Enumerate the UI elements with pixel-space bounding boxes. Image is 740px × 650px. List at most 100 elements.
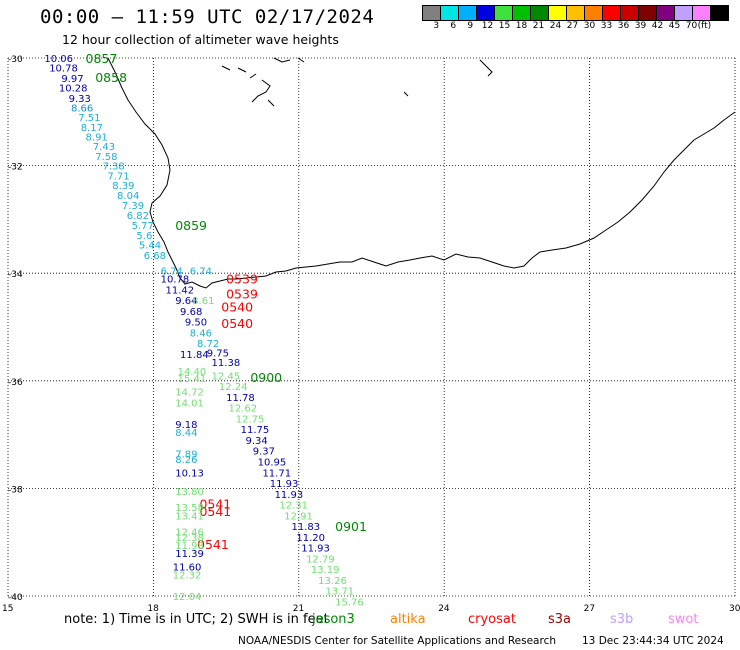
wave-height-value: 9.64	[175, 296, 197, 307]
legend-label: 42	[651, 21, 664, 31]
wave-height-value: 10.95	[258, 458, 287, 469]
wave-height-value: 13.26	[318, 576, 347, 587]
wave-height-value: 9.33	[69, 94, 91, 105]
wave-height-value: 12.38	[175, 533, 204, 544]
wave-height-value: 11.38	[212, 358, 241, 369]
legend-label: 9	[467, 21, 474, 31]
wave-height-value: 11.39	[175, 549, 204, 560]
page-title: 00:00 — 11:59 UTC 02/17/2024	[40, 6, 375, 28]
wave-height-values: 10.0610.789.9710.289.338.667.518.178.917…	[44, 54, 363, 608]
wave-height-value: 5.6	[136, 231, 152, 242]
wave-height-value: 7.43	[93, 142, 115, 153]
pass-time-label: 0540	[221, 316, 253, 331]
pass-time-label: 0900	[250, 370, 282, 385]
satellite-legend-item: altika	[390, 612, 426, 627]
wave-height-value: 14.40	[178, 367, 207, 378]
wave-height-value: 9.50	[185, 318, 207, 329]
wave-height-value: 12.45	[212, 371, 241, 382]
wave-height-value: 12.91	[284, 511, 313, 522]
legend-label: 21	[532, 21, 545, 31]
wave-height-value: 11.20	[296, 533, 325, 544]
longitude-tick-label: 24	[438, 604, 450, 614]
wave-height-value: 8.39	[112, 181, 134, 192]
wave-height-value: 8.26	[175, 455, 197, 466]
latitude-tick-label: -40	[8, 593, 23, 603]
wave-height-value: 5.44	[139, 241, 161, 252]
wave-height-value: 7.71	[107, 171, 129, 182]
wave-height-value: 10.78	[49, 64, 78, 75]
pass-time-label: 0858	[95, 70, 127, 85]
wave-height-value: 5.77	[132, 221, 154, 232]
wave-height-value: 13.58	[175, 503, 204, 514]
wave-height-value: 13.41	[175, 511, 204, 522]
wave-height-value: 11.75	[241, 425, 270, 436]
wave-height-value: 6.74	[190, 267, 212, 278]
wave-height-value: 11.83	[292, 522, 321, 533]
south-africa-coastline	[107, 57, 736, 289]
wave-height-value: 6.82	[127, 211, 149, 222]
wave-height-value: 11.93	[301, 544, 330, 555]
wave-height-value: 11.71	[262, 468, 291, 479]
wave-height-value: 10.13	[175, 468, 204, 479]
pass-time-label: 0541	[197, 537, 229, 552]
wave-height-value: 8.46	[190, 328, 212, 339]
wave-height-value: 9.37	[253, 447, 275, 458]
wave-height-value: 9.68	[180, 307, 202, 318]
wave-height-value: 11.93	[275, 490, 304, 501]
legend-swatch	[710, 5, 729, 21]
wave-height-value: 11.60	[173, 562, 202, 573]
latitude-tick-label: -36	[8, 378, 23, 388]
wave-height-value: 8.04	[117, 191, 139, 202]
wave-height-value: 12.75	[236, 414, 265, 425]
latitude-tick-label: -30	[8, 55, 23, 65]
latitude-tick-label: -32	[8, 163, 23, 173]
lesotho-border	[221, 57, 493, 107]
wave-height-value: 12.24	[219, 382, 248, 393]
footnote: note: 1) Time is in UTC; 2) SWH is in fe…	[64, 612, 329, 627]
wave-height-value: 10.06	[44, 54, 73, 65]
legend-label: 70	[685, 21, 698, 31]
pass-time-label: 0857	[86, 51, 118, 66]
footer-timestamp: 13 Dec 23:44:34 UTC 2024	[582, 635, 724, 647]
wave-height-value: 10.78	[161, 275, 190, 286]
wave-height-value: 8.17	[81, 123, 103, 134]
wave-height-value: 11.84	[180, 350, 209, 361]
wave-height-value: 11.78	[226, 393, 255, 404]
longitude-tick-label: 21	[293, 604, 304, 614]
legend-label: 12	[481, 21, 494, 31]
pass-time-label: 0859	[175, 218, 207, 233]
legend-label: 6	[450, 21, 457, 31]
wave-height-value: 11.93	[270, 479, 299, 490]
wave-height-value: 12.46	[175, 527, 204, 538]
wave-height-value: 12.32	[173, 570, 202, 581]
wave-height-value: 8.66	[71, 103, 93, 114]
wave-height-value: 6.74	[161, 267, 183, 278]
legend-label: 30	[583, 21, 596, 31]
legend-label: 33	[600, 21, 613, 31]
footer-credit: NOAA/NESDIS Center for Satellite Applica…	[238, 635, 556, 647]
wave-height-value: 14.72	[175, 388, 204, 399]
color-scale-legend	[422, 5, 729, 21]
wave-height-value: 12.31	[279, 501, 308, 512]
wave-height-value: 12.79	[306, 554, 335, 565]
wave-height-value: 7.89	[175, 449, 197, 460]
satellite-legend-item: s3b	[610, 612, 634, 627]
satellite-legend-item: jason3	[312, 612, 355, 627]
pass-time-label: 0539	[226, 272, 258, 287]
wave-height-value: 9.75	[207, 348, 229, 359]
satellite-legend-item: s3a	[548, 612, 572, 627]
satellite-legend-item: swot	[668, 612, 699, 627]
pass-time-label: 0541	[199, 496, 231, 511]
wave-height-value: 13.71	[325, 587, 354, 598]
wave-height-value: 15.76	[335, 597, 364, 608]
wave-height-value: 8.44	[175, 428, 197, 439]
longitude-tick-label: 15	[2, 604, 13, 614]
wave-height-value: 11.98	[175, 541, 204, 552]
wave-height-value: 10.28	[59, 84, 88, 95]
wave-height-value: 11.42	[166, 285, 195, 296]
legend-label: 18	[515, 21, 528, 31]
wave-height-value: 9.97	[61, 74, 83, 85]
longitude-tick-label: 30	[729, 604, 740, 614]
